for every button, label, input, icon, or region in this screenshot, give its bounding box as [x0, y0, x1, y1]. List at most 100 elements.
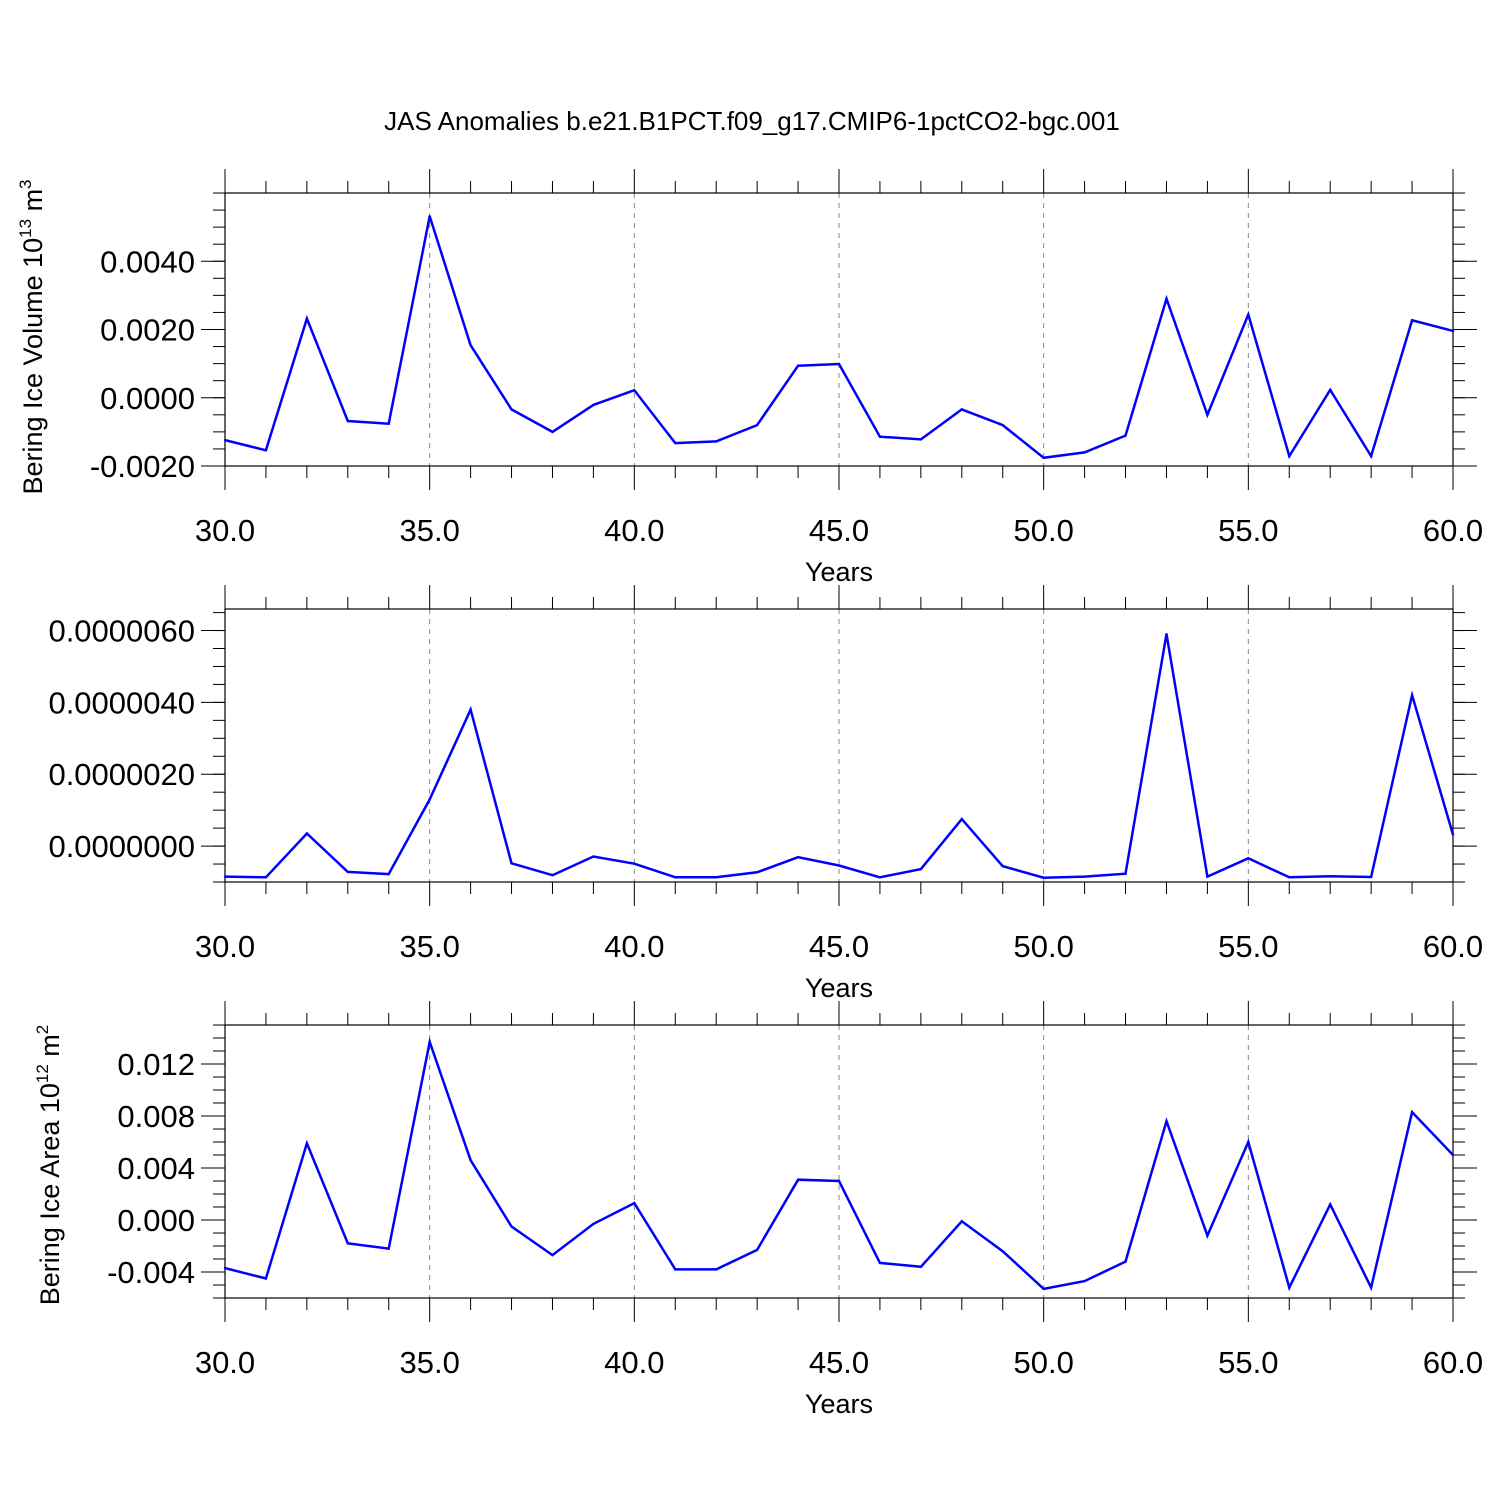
data-point	[1369, 875, 1373, 879]
data-point	[1165, 632, 1168, 636]
plot-frame	[224, 192, 1454, 467]
data-point	[469, 708, 472, 711]
x-tick-label: 55.0	[1218, 513, 1278, 548]
y-tick-label: 0.0000040	[48, 685, 195, 720]
data-point	[1001, 1250, 1004, 1253]
data-point	[796, 856, 800, 859]
plot-frame	[224, 608, 1454, 883]
y-axis-label: Bering Ice Volume 1013 m3	[16, 179, 48, 494]
data-point	[1001, 423, 1004, 427]
data-point	[1288, 876, 1291, 879]
x-tick-label: 55.0	[1218, 929, 1278, 964]
data-point	[1329, 1203, 1332, 1206]
data-point	[387, 1247, 390, 1250]
data-point	[551, 873, 554, 877]
data-point	[305, 1142, 309, 1145]
y-tick-label: 0.012	[117, 1047, 195, 1082]
data-point	[1124, 434, 1127, 437]
data-point	[1369, 454, 1373, 458]
x-tick-label: 60.0	[1423, 929, 1483, 964]
data-point	[1451, 833, 1455, 836]
data-point	[428, 1040, 431, 1044]
data-point	[510, 862, 513, 865]
data-point	[715, 1268, 718, 1271]
data-point	[1247, 1140, 1250, 1144]
data-point	[1369, 1286, 1373, 1289]
data-point	[346, 1242, 349, 1245]
data-point	[960, 1220, 963, 1223]
x-tick-label: 45.0	[809, 1345, 869, 1380]
data-point	[1288, 1286, 1291, 1289]
data-point	[1165, 297, 1168, 300]
x-tick-label: 35.0	[399, 929, 459, 964]
data-point	[428, 215, 431, 218]
x-tick-label: 40.0	[604, 1345, 664, 1380]
x-tick-label: 50.0	[1013, 929, 1073, 964]
data-point	[633, 389, 636, 392]
chart-panel-3: -0.004 0.000 0.004 0.008 0.012 30.0 35.0 40.0 45…	[33, 1001, 1483, 1419]
data-point	[878, 876, 882, 879]
data-point	[1042, 456, 1045, 460]
x-tick-label: 50.0	[1013, 1345, 1073, 1380]
x-tick-label: 60.0	[1423, 513, 1483, 548]
data-point	[674, 1268, 677, 1271]
data-point	[469, 343, 472, 347]
data-point	[264, 876, 268, 879]
data-point	[592, 403, 595, 407]
data-point	[1083, 451, 1086, 454]
data-point	[1247, 313, 1250, 316]
data-point	[1001, 864, 1004, 868]
data-point	[878, 435, 882, 438]
x-tick-label: 40.0	[604, 513, 664, 548]
data-point	[715, 876, 718, 879]
y-tick-label: -0.004	[107, 1255, 195, 1290]
data-point	[1451, 329, 1455, 333]
data-point	[1410, 1110, 1414, 1114]
data-point	[1206, 1234, 1209, 1237]
data-point	[223, 875, 227, 878]
x-tick-label: 40.0	[604, 929, 664, 964]
data-point	[755, 871, 759, 874]
data-point	[1083, 1279, 1086, 1283]
data-point	[551, 1253, 554, 1257]
x-axis-label: Years	[805, 557, 873, 587]
data-point	[878, 1261, 882, 1265]
data-point	[387, 872, 390, 876]
data-point	[960, 817, 963, 821]
data-point	[1124, 872, 1127, 875]
data-point	[796, 1178, 800, 1181]
x-tick-label: 35.0	[399, 1345, 459, 1380]
data-point	[592, 1222, 595, 1226]
data-point	[346, 419, 349, 423]
y-tick-label: 0.0000000	[48, 829, 195, 864]
x-tick-label: 30.0	[195, 513, 255, 548]
data-point	[1329, 875, 1332, 878]
data-point	[346, 870, 349, 874]
data-point	[1042, 876, 1045, 879]
data-point	[919, 867, 923, 871]
data-point	[674, 876, 677, 879]
data-point	[592, 855, 595, 858]
y-tick-label: 0.0000060	[48, 614, 195, 649]
y-tick-label: 0.004	[117, 1151, 195, 1186]
y-tick-label: -0.0020	[90, 449, 195, 484]
data-point	[919, 438, 923, 441]
data-point	[837, 864, 841, 867]
x-tick-label: 50.0	[1013, 513, 1073, 548]
data-point	[1410, 319, 1414, 322]
x-tick-label: 55.0	[1218, 1345, 1278, 1380]
data-point	[633, 862, 636, 865]
data-point	[837, 362, 841, 366]
data-point	[223, 1266, 227, 1270]
data-point	[837, 1179, 841, 1183]
data-point	[264, 1277, 268, 1280]
data-point	[305, 317, 309, 320]
data-point	[1410, 694, 1414, 697]
x-tick-label: 45.0	[809, 513, 869, 548]
data-point	[469, 1159, 472, 1162]
y-tick-label: 0.0000020	[48, 757, 195, 792]
data-point	[1124, 1260, 1127, 1263]
y-axis-label: Bering Ice Area 1012 m2	[33, 1025, 65, 1306]
x-tick-label: 45.0	[809, 929, 869, 964]
y-tick-label: 0.0020	[100, 313, 195, 348]
